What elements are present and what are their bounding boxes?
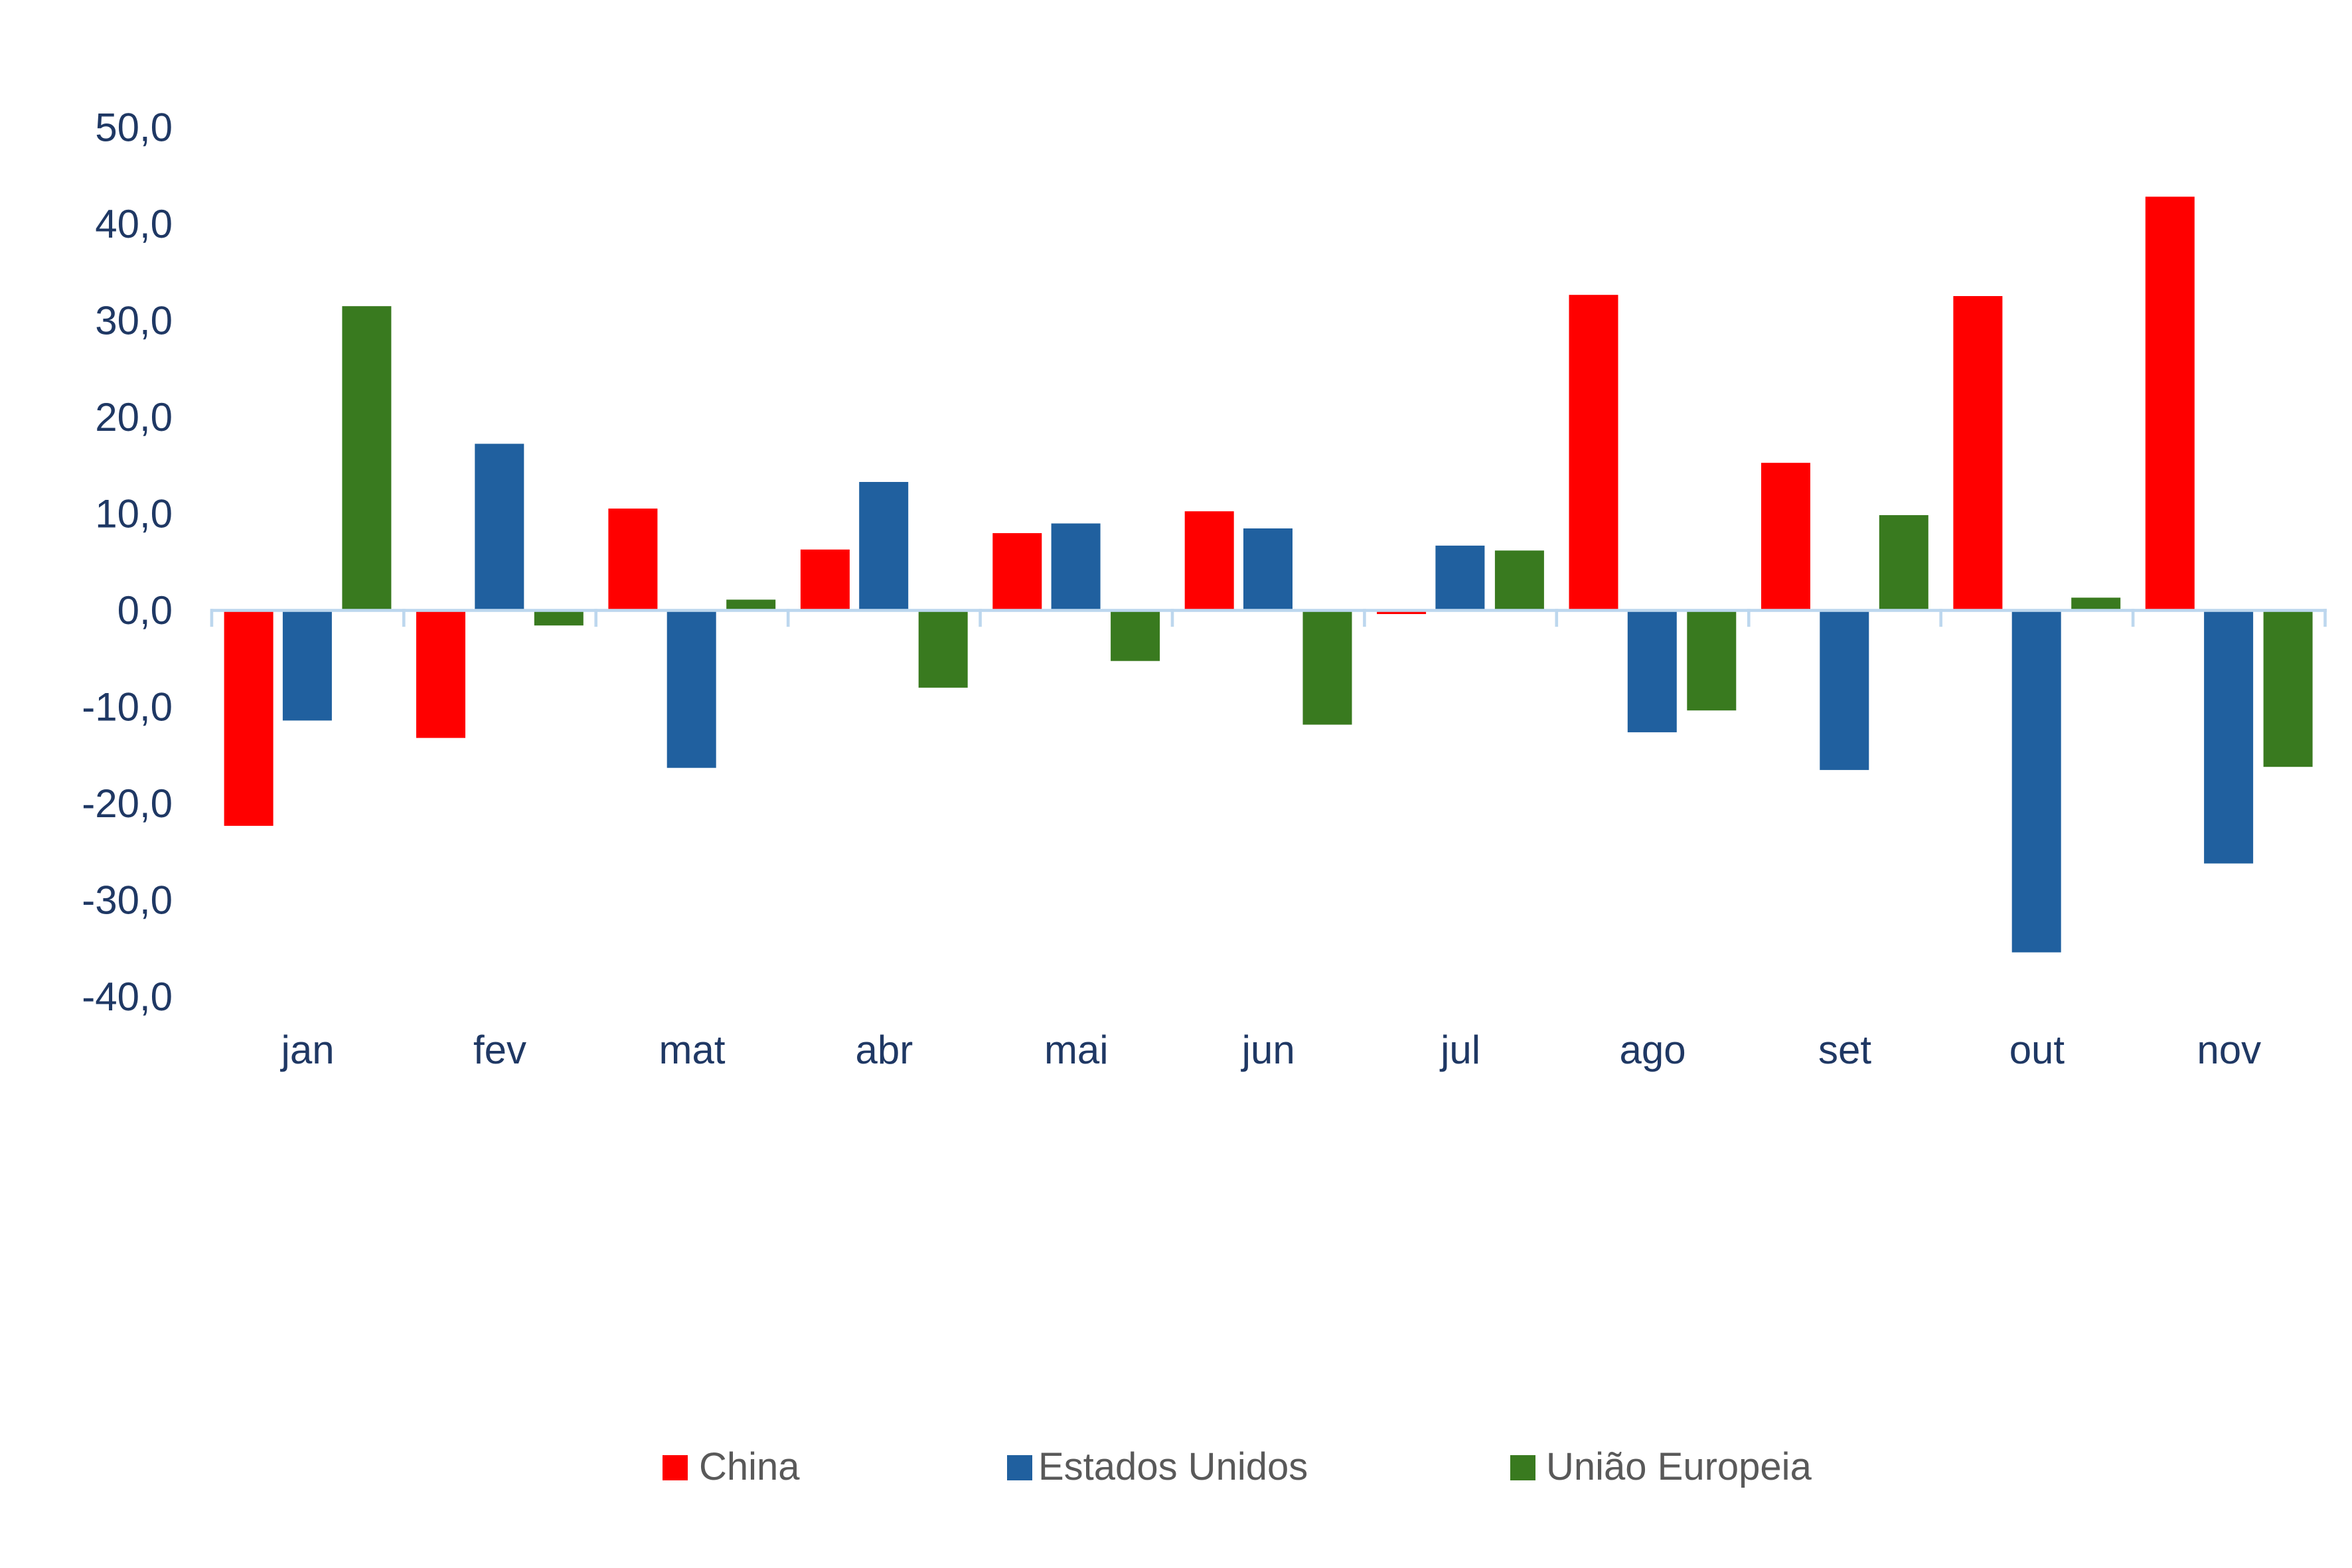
svg-text:-30,0: -30,0 [82, 878, 173, 923]
svg-text:set: set [1818, 1028, 1871, 1072]
svg-text:40,0: 40,0 [95, 202, 173, 246]
svg-text:jul: jul [1439, 1028, 1480, 1072]
svg-text:10,0: 10,0 [95, 492, 173, 536]
svg-text:30,0: 30,0 [95, 299, 173, 343]
svg-text:mat: mat [659, 1028, 725, 1072]
svg-text:nov: nov [2197, 1028, 2261, 1072]
svg-text:Estados Unidos: Estados Unidos [1038, 1445, 1308, 1488]
svg-text:50,0: 50,0 [95, 106, 173, 150]
svg-text:abr: abr [856, 1028, 913, 1072]
svg-text:União Europeia: União Europeia [1546, 1445, 1812, 1488]
svg-text:mai: mai [1044, 1028, 1109, 1072]
svg-text:-20,0: -20,0 [82, 781, 173, 826]
svg-text:20,0: 20,0 [95, 395, 173, 439]
svg-text:jan: jan [280, 1028, 335, 1072]
svg-text:out: out [2009, 1028, 2065, 1072]
svg-text:ago: ago [1620, 1028, 1686, 1072]
svg-text:China: China [699, 1445, 800, 1488]
svg-text:jun: jun [1241, 1028, 1295, 1072]
svg-text:fev: fev [473, 1028, 526, 1072]
svg-text:0,0: 0,0 [118, 588, 173, 633]
svg-text:-10,0: -10,0 [82, 685, 173, 730]
svg-text:-40,0: -40,0 [82, 975, 173, 1019]
